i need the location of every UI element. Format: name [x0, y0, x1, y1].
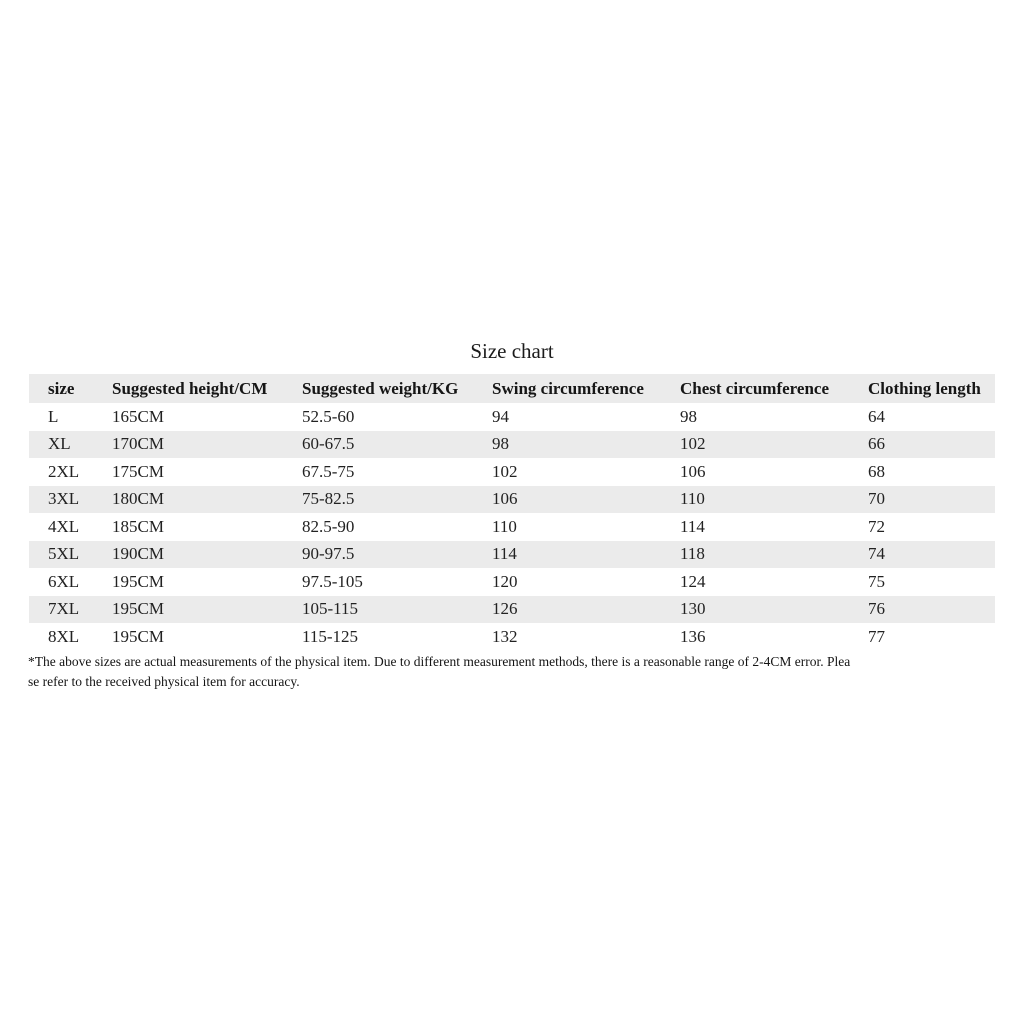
table-row: 8XL 195CM 115-125 132 136 77 [29, 623, 995, 651]
size-table-body: L 165CM 52.5-60 94 98 64 XL 170CM 60-67.5 98 102 66… [29, 403, 995, 651]
table-cell: 4XL [48, 516, 80, 536]
table-row: 2XL 175CM 67.5-75 102 106 68 [29, 458, 995, 486]
table-cell: 190CM [112, 540, 302, 568]
table-cell: 70 [868, 485, 995, 513]
table-cell: 7XL [29, 595, 112, 623]
table-cell: 195CM [112, 595, 302, 623]
table-cell: 98 [492, 430, 680, 458]
table-cell: 124 [680, 571, 706, 591]
table-cell: 72 [868, 516, 885, 536]
table-cell: 185CM [112, 516, 164, 536]
measurement-disclaimer: *The above sizes are actual measurements… [28, 652, 1003, 692]
table-cell: 170CM [112, 430, 302, 458]
table-cell: 68 [868, 461, 885, 481]
table-row: 6XL 195CM 97.5-105 120 124 75 [29, 568, 995, 596]
col-header-suggested-weight: Suggested weight/KG [302, 374, 492, 403]
table-cell: 106 [680, 461, 706, 481]
table-cell: 102 [680, 430, 868, 458]
table-row: 7XL 195CM 105-115 126 130 76 [29, 595, 995, 623]
table-cell: 75-82.5 [302, 485, 492, 513]
table-cell: 75 [868, 571, 885, 591]
col-header-suggested-height: Suggested height/CM [112, 374, 302, 403]
table-cell: 94 [492, 406, 509, 426]
disclaimer-line-2: se refer to the received physical item f… [28, 674, 300, 689]
table-cell: 195CM [112, 626, 164, 646]
page-title: Size chart [470, 339, 554, 363]
table-cell: 74 [868, 540, 995, 568]
table-cell: 126 [492, 595, 680, 623]
table-cell: 2XL [48, 461, 80, 481]
table-cell: 77 [868, 626, 885, 646]
size-table-header: size Suggested height/CM Suggested weigh… [29, 374, 995, 403]
size-table: size Suggested height/CM Suggested weigh… [29, 374, 995, 651]
table-cell: 115-125 [302, 626, 359, 646]
table-cell: 98 [680, 406, 697, 426]
table-cell: 66 [868, 430, 995, 458]
table-cell: 114 [680, 516, 705, 536]
table-cell: XL [29, 430, 112, 458]
table-cell: 118 [680, 540, 868, 568]
table-cell: 52.5-60 [302, 406, 355, 426]
header-row: size Suggested height/CM Suggested weigh… [29, 374, 995, 403]
col-header-clothing-length: Clothing length [868, 374, 995, 403]
table-cell: 102 [492, 461, 518, 481]
col-header-size: size [29, 374, 112, 403]
table-cell: 64 [868, 406, 885, 426]
table-cell: 136 [680, 626, 706, 646]
table-cell: 90-97.5 [302, 540, 492, 568]
table-cell: 76 [868, 595, 995, 623]
table-cell: 114 [492, 540, 680, 568]
table-cell: 180CM [112, 485, 302, 513]
col-header-chest-circumference: Chest circumference [680, 374, 868, 403]
col-header-swing-circumference: Swing circumference [492, 374, 680, 403]
table-cell: 105-115 [302, 595, 492, 623]
table-cell: 110 [492, 516, 517, 536]
table-cell: 3XL [29, 485, 112, 513]
table-cell: 82.5-90 [302, 516, 355, 536]
table-cell: 6XL [48, 571, 80, 591]
table-cell: 130 [680, 595, 868, 623]
table-cell: 110 [680, 485, 868, 513]
table-cell: 67.5-75 [302, 461, 355, 481]
disclaimer-line-1: *The above sizes are actual measurements… [28, 654, 851, 669]
table-cell: 175CM [112, 461, 164, 481]
table-cell: 8XL [48, 626, 80, 646]
table-cell: 132 [492, 626, 518, 646]
table-cell: 195CM [112, 571, 164, 591]
table-row: L 165CM 52.5-60 94 98 64 [29, 403, 995, 431]
table-row: 4XL 185CM 82.5-90 110 114 72 [29, 513, 995, 541]
table-row: XL 170CM 60-67.5 98 102 66 [29, 430, 995, 458]
table-cell: 106 [492, 485, 680, 513]
table-cell: 165CM [112, 406, 164, 426]
table-cell: L [48, 406, 59, 426]
table-cell: 97.5-105 [302, 571, 363, 591]
table-row: 3XL 180CM 75-82.5 106 110 70 [29, 485, 995, 513]
table-cell: 60-67.5 [302, 430, 492, 458]
table-row: 5XL 190CM 90-97.5 114 118 74 [29, 540, 995, 568]
table-cell: 5XL [29, 540, 112, 568]
table-cell: 120 [492, 571, 518, 591]
